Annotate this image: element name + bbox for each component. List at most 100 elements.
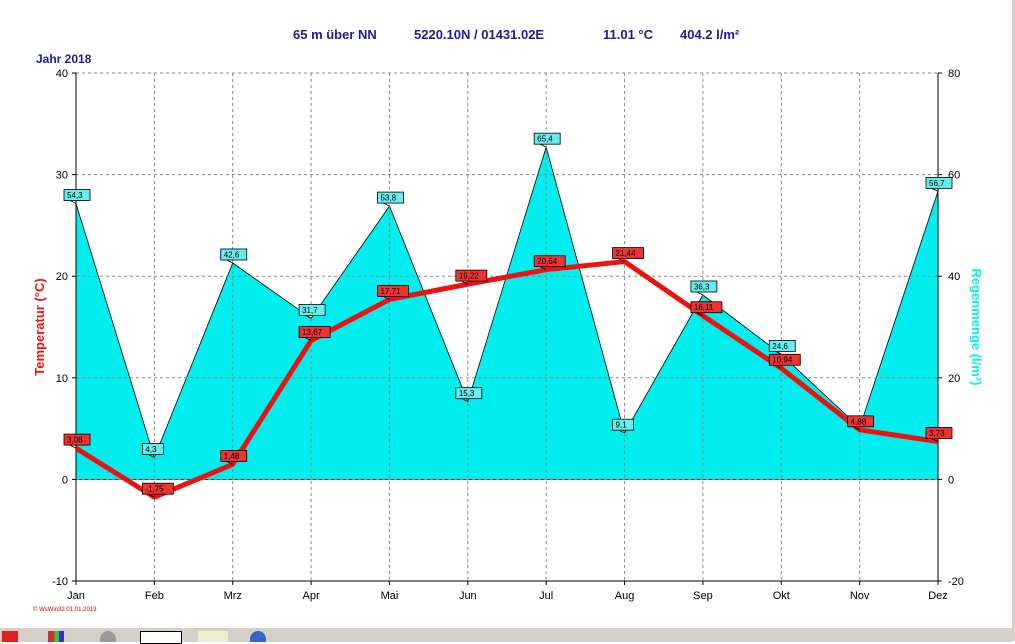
- temperature-value-label: 17,71: [380, 287, 401, 296]
- elevation-text: 65 m über NN: [293, 27, 377, 42]
- rain-value-label: 4,3: [145, 445, 157, 454]
- x-tick-label: Feb: [145, 590, 164, 602]
- left-tick-label: 30: [56, 170, 68, 182]
- rain-value-label-pointer: [383, 202, 390, 207]
- rain-value-label-box: [377, 191, 404, 204]
- temperature-value-label-pointer: [853, 426, 860, 431]
- chart-icon[interactable]: [198, 631, 228, 642]
- rain-value-label: 42,6: [224, 250, 240, 259]
- globe-icon[interactable]: [250, 631, 266, 642]
- temperature-value-label-box: [847, 415, 875, 428]
- temperature-value-label-box: [690, 301, 723, 314]
- x-tick-label: Mai: [381, 590, 399, 602]
- rain-value-label: 31,7: [302, 306, 318, 315]
- rain-value-label-box: [298, 303, 326, 316]
- rain-value-label-pointer: [226, 259, 233, 264]
- flag-icon[interactable]: [48, 631, 64, 642]
- rain-value-label-box: [533, 132, 561, 145]
- temperature-value-label-box: [141, 482, 174, 495]
- temperature-value-label: 10,94: [772, 356, 793, 365]
- rain-value-label-pointer: [931, 188, 939, 192]
- rain-value-label: 53,8: [380, 194, 396, 203]
- rain-value-label: 9,1: [616, 421, 628, 430]
- temperature-value-label: 19,22: [459, 272, 480, 281]
- left-tick-label: 40: [56, 68, 68, 80]
- x-tick-label: Jul: [539, 590, 553, 602]
- taskbar: [0, 627, 1012, 644]
- left-axis-title: Temperatur (°C): [32, 278, 47, 375]
- right-tick-label: 40: [948, 271, 960, 283]
- rain-value-label: 65,4: [537, 135, 553, 144]
- x-tick-label: Jan: [67, 590, 85, 602]
- temperature-value-label-box: [377, 285, 409, 297]
- right-tick-label: 20: [948, 373, 960, 385]
- temperature-value-label: 4,88: [851, 417, 867, 426]
- temperature-value-label-pointer: [148, 493, 155, 498]
- rain-value-label-pointer: [461, 398, 468, 403]
- rain-value-label-box: [220, 248, 248, 261]
- rain-value-label-box: [612, 418, 634, 431]
- x-tick-label: Dez: [928, 590, 948, 602]
- temperature-value-label-pointer: [540, 266, 547, 271]
- temperature-value-label-pointer: [304, 337, 312, 341]
- temperature-value-label-box: [925, 427, 953, 439]
- total-rain-text: 404.2 l/m²: [680, 27, 740, 42]
- rain-value-label-pointer: [304, 315, 312, 319]
- x-tick-label: Nov: [850, 590, 870, 602]
- x-tick-label: Apr: [303, 590, 320, 602]
- x-tick-label: Sep: [693, 590, 713, 602]
- mean-temperature-text: 11.01 °C: [603, 27, 654, 42]
- left-tick-label: 0: [62, 474, 68, 486]
- rain-area: [75, 145, 939, 480]
- temperature-line: [74, 259, 939, 500]
- station-header: 65 m über NN 5220.10N / 01431.02E 11.01 …: [0, 27, 1010, 45]
- rain-value-label-pointer: [696, 291, 704, 296]
- temperature-value-label-pointer: [931, 438, 939, 442]
- temperature-value-label-box: [768, 353, 801, 366]
- x-tick-label: Mrz: [224, 590, 242, 602]
- left-tick-label: 20: [56, 271, 68, 283]
- temperature-value-label-pointer: [461, 280, 468, 285]
- rain-value-label-box: [63, 189, 91, 201]
- temperature-value-label: 13,67: [302, 328, 323, 337]
- rain-value-label-pointer: [618, 429, 625, 434]
- temperature-value-label-pointer: [383, 296, 390, 300]
- temperature-value-label-box: [612, 247, 644, 259]
- rain-value-label-box: [925, 176, 953, 189]
- window-edge: [1012, 0, 1015, 641]
- temperature-value-label-box: [533, 255, 566, 268]
- rain-value-label: 36,3: [694, 282, 710, 291]
- temperature-value-label: 21,44: [616, 249, 637, 258]
- rain-value-label-box: [141, 443, 164, 455]
- temperature-value-label: 20,64: [537, 257, 558, 266]
- year-label: Jahr 2018: [36, 52, 92, 66]
- temperature-value-label-box: [298, 326, 331, 338]
- rain-value-label-box: [455, 387, 483, 400]
- rain-value-label: 56,7: [929, 179, 945, 188]
- temperature-value-label-box: [63, 433, 91, 446]
- rain-value-label-pointer: [540, 143, 547, 148]
- temperature-value-label: 1,48: [224, 452, 240, 461]
- left-tick-label: -10: [52, 576, 68, 588]
- right-tick-label: 80: [948, 68, 960, 80]
- temperature-value-label-pointer: [696, 312, 704, 317]
- temperature-value-label-box: [455, 269, 488, 282]
- rain-value-label-pointer: [148, 454, 155, 458]
- app-icon[interactable]: [2, 631, 18, 642]
- rain-value-label-box: [690, 280, 718, 293]
- gear-icon[interactable]: [100, 631, 116, 642]
- temperature-value-label-pointer: [775, 364, 782, 369]
- rain-value-label-pointer: [69, 200, 77, 204]
- rain-value-label: 24,6: [772, 342, 788, 351]
- sun-icon[interactable]: [140, 631, 182, 644]
- left-tick-label: 10: [56, 373, 68, 385]
- temperature-value-label: -1,75: [145, 485, 164, 494]
- x-tick-label: Okt: [773, 590, 790, 602]
- x-tick-label: Jun: [459, 590, 477, 602]
- temperature-value-label-pointer: [69, 444, 77, 449]
- rain-value-label: 15,3: [459, 389, 475, 398]
- temperature-value-label: 3,08: [67, 436, 83, 445]
- x-tick-label: Aug: [615, 590, 635, 602]
